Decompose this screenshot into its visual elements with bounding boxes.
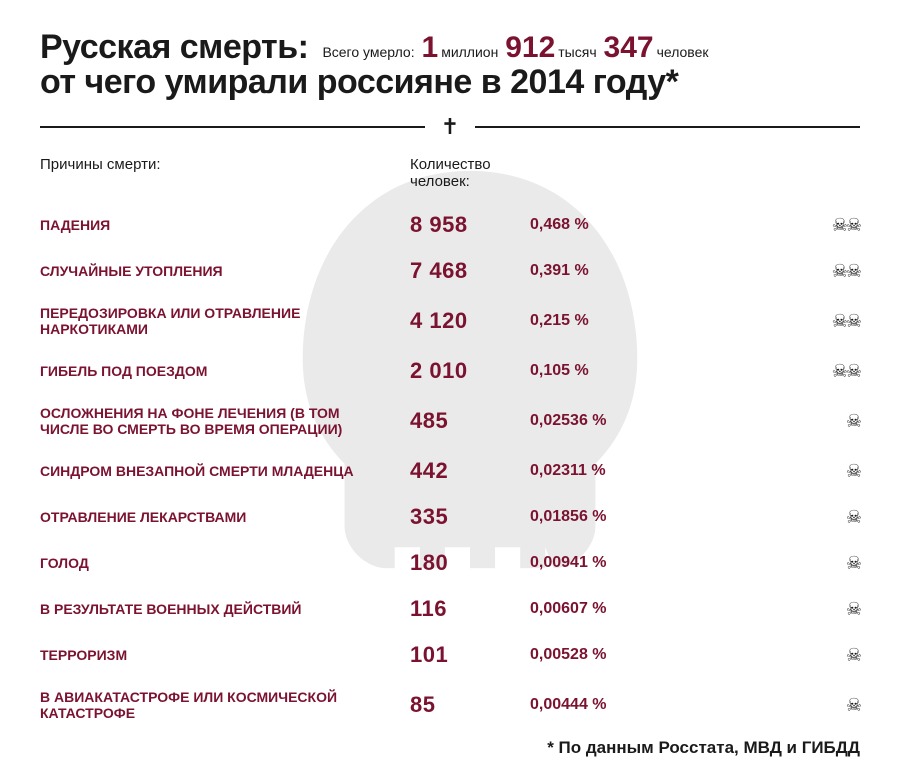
row-percentage: 0,215 % bbox=[530, 312, 710, 330]
row-count: 180 bbox=[410, 550, 530, 576]
row-cause: ПЕРЕДОЗИРОВКА ИЛИ ОТРАВЛЕНИЕ НАРКОТИКАМИ bbox=[40, 305, 410, 337]
title-line2: от чего умирали россияне в 2014 году* bbox=[40, 63, 860, 102]
row-count: 7 468 bbox=[410, 258, 530, 284]
row-cause: ОСЛОЖНЕНИЯ НА ФОНЕ ЛЕЧЕНИЯ (В ТОМ ЧИСЛЕ … bbox=[40, 405, 410, 437]
row-skulls: ☠☠ bbox=[710, 215, 860, 236]
cross-icon: ✝ bbox=[425, 116, 475, 138]
header: Русская смерть: Всего умерло: 1миллион 9… bbox=[40, 28, 860, 102]
row-count: 2 010 bbox=[410, 358, 530, 384]
row-count: 101 bbox=[410, 642, 530, 668]
row-cause: ПАДЕНИЯ bbox=[40, 217, 410, 233]
row-skulls: ☠ bbox=[710, 695, 860, 716]
row-percentage: 0,468 % bbox=[530, 216, 710, 234]
total-deaths: Всего умерло: 1миллион 912тысяч 347челов… bbox=[322, 31, 708, 65]
row-skulls: ☠☠ bbox=[710, 361, 860, 382]
row-cause: ТЕРРОРИЗМ bbox=[40, 647, 410, 663]
col-header-cause: Причины смерти: bbox=[40, 156, 410, 190]
row-skulls: ☠☠ bbox=[710, 311, 860, 332]
row-count: 335 bbox=[410, 504, 530, 530]
table-row: В РЕЗУЛЬТАТЕ ВОЕННЫХ ДЕЙСТВИЙ1160,00607 … bbox=[40, 592, 860, 626]
row-cause: СЛУЧАЙНЫЕ УТОПЛЕНИЯ bbox=[40, 263, 410, 279]
table-row: ТЕРРОРИЗМ1010,00528 %☠ bbox=[40, 638, 860, 672]
row-count: 4 120 bbox=[410, 308, 530, 334]
row-cause: ОТРАВЛЕНИЕ ЛЕКАРСТВАМИ bbox=[40, 509, 410, 525]
row-skulls: ☠ bbox=[710, 507, 860, 528]
table-row: ГОЛОД1800,00941 %☠ bbox=[40, 546, 860, 580]
table-row: ОТРАВЛЕНИЕ ЛЕКАРСТВАМИ3350,01856 %☠ bbox=[40, 500, 860, 534]
row-skulls: ☠ bbox=[710, 461, 860, 482]
columns-header: Причины смерти: Количество человек: bbox=[40, 156, 860, 190]
row-count: 116 bbox=[410, 596, 530, 622]
row-percentage: 0,00528 % bbox=[530, 646, 710, 664]
row-skulls: ☠ bbox=[710, 599, 860, 620]
row-percentage: 0,02311 % bbox=[530, 462, 710, 480]
row-skulls: ☠☠ bbox=[710, 261, 860, 282]
row-percentage: 0,105 % bbox=[530, 362, 710, 380]
table-row: ОСЛОЖНЕНИЯ НА ФОНЕ ЛЕЧЕНИЯ (В ТОМ ЧИСЛЕ … bbox=[40, 400, 860, 442]
row-percentage: 0,02536 % bbox=[530, 412, 710, 430]
row-count: 485 bbox=[410, 408, 530, 434]
row-percentage: 0,00607 % bbox=[530, 600, 710, 618]
row-percentage: 0,01856 % bbox=[530, 508, 710, 526]
row-count: 8 958 bbox=[410, 212, 530, 238]
row-percentage: 0,00941 % bbox=[530, 554, 710, 572]
row-cause: В РЕЗУЛЬТАТЕ ВОЕННЫХ ДЕЙСТВИЙ bbox=[40, 601, 410, 617]
row-cause: СИНДРОМ ВНЕЗАПНОЙ СМЕРТИ МЛАДЕНЦА bbox=[40, 463, 410, 479]
row-skulls: ☠ bbox=[710, 553, 860, 574]
row-skulls: ☠ bbox=[710, 645, 860, 666]
table-row: ПАДЕНИЯ8 9580,468 %☠☠ bbox=[40, 208, 860, 242]
table-row: ГИБЕЛЬ ПОД ПОЕЗДОМ2 0100,105 %☠☠ bbox=[40, 354, 860, 388]
title-line1: Русская смерть: bbox=[40, 28, 308, 67]
row-percentage: 0,391 % bbox=[530, 262, 710, 280]
table-row: В АВИАКАТАСТРОФЕ ИЛИ КОСМИЧЕСКОЙ КАТАСТР… bbox=[40, 684, 860, 726]
footnote: * По данным Росстата, МВД и ГИБДД bbox=[40, 738, 860, 758]
table-row: ПЕРЕДОЗИРОВКА ИЛИ ОТРАВЛЕНИЕ НАРКОТИКАМИ… bbox=[40, 300, 860, 342]
col-header-count: Количество человек: bbox=[410, 156, 530, 190]
row-cause: В АВИАКАТАСТРОФЕ ИЛИ КОСМИЧЕСКОЙ КАТАСТР… bbox=[40, 689, 410, 721]
table-row: СЛУЧАЙНЫЕ УТОПЛЕНИЯ7 4680,391 %☠☠ bbox=[40, 254, 860, 288]
row-count: 85 bbox=[410, 692, 530, 718]
row-cause: ГОЛОД bbox=[40, 555, 410, 571]
rows-container: ПАДЕНИЯ8 9580,468 %☠☠СЛУЧАЙНЫЕ УТОПЛЕНИЯ… bbox=[40, 208, 860, 726]
divider: ✝ bbox=[40, 116, 860, 138]
row-percentage: 0,00444 % bbox=[530, 696, 710, 714]
row-skulls: ☠ bbox=[710, 411, 860, 432]
row-cause: ГИБЕЛЬ ПОД ПОЕЗДОМ bbox=[40, 363, 410, 379]
table-row: СИНДРОМ ВНЕЗАПНОЙ СМЕРТИ МЛАДЕНЦА4420,02… bbox=[40, 454, 860, 488]
page: Русская смерть: Всего умерло: 1миллион 9… bbox=[0, 0, 900, 736]
row-count: 442 bbox=[410, 458, 530, 484]
